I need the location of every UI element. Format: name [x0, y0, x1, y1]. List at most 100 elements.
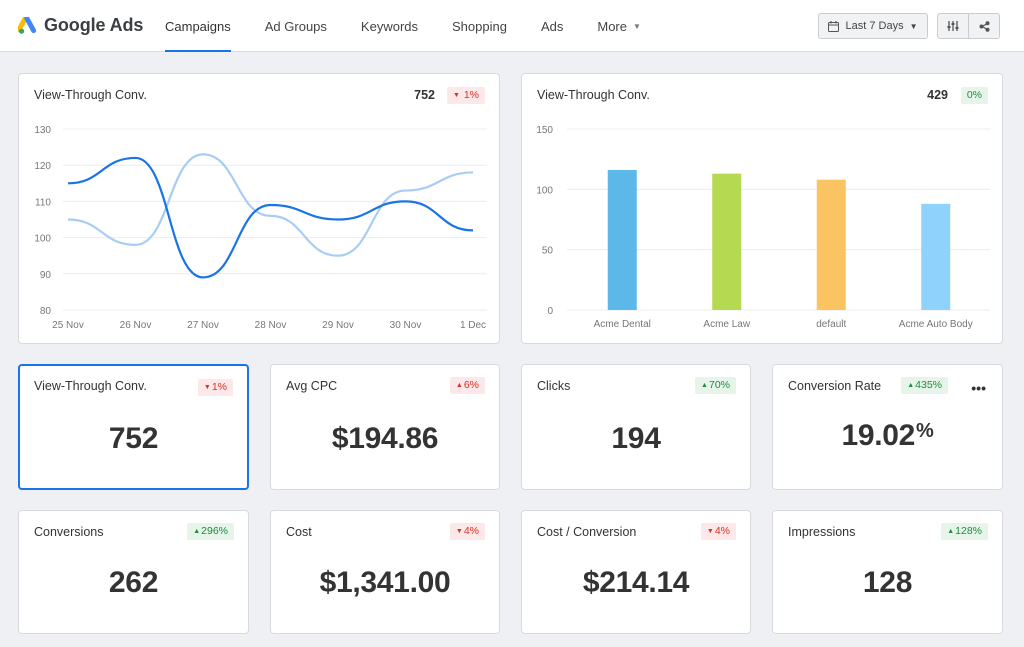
series-line: [67, 156, 474, 279]
metric-title: Cost / Conversion: [537, 525, 637, 539]
x-tick-label: default: [816, 319, 846, 330]
chart-total: 752: [414, 88, 435, 102]
y-tick-label: 150: [536, 125, 553, 136]
card-title: View-Through Conv.: [34, 88, 147, 102]
top-bar: Google Ads Campaigns Ad Groups Keywords …: [0, 0, 1024, 52]
change-badge: ▲6%: [449, 377, 485, 394]
series-line: [67, 153, 474, 257]
x-tick-label: 30 Nov: [390, 320, 422, 331]
nav-tab-ad-groups[interactable]: Ad Groups: [264, 19, 327, 34]
metric-card-conversions[interactable]: Conversions ▲296% 262: [18, 510, 249, 634]
line-chart: 80 90 100 110 120 130 25 Nov 26 Nov 27 Nov 28 Nov…: [34, 125, 487, 331]
y-tick-label: 80: [40, 306, 52, 317]
arrow-down-icon: ▼: [203, 384, 211, 391]
x-tick-label: 25 Nov: [52, 320, 84, 331]
bar-chart-card[interactable]: View-Through Conv. 429 0% 0 50 100 150 Acme …: [521, 73, 1003, 344]
x-tick-label: 27 Nov: [187, 320, 219, 331]
bar: [712, 173, 742, 310]
share-button[interactable]: [968, 13, 1000, 39]
x-tick-label: 26 Nov: [120, 320, 152, 331]
arrow-down-icon: ▼: [706, 528, 714, 535]
y-tick-label: 90: [40, 270, 52, 281]
metric-card-avg-cpc[interactable]: Avg CPC ▲6% $194.86: [270, 364, 500, 490]
line-chart-card[interactable]: View-Through Conv. 752 ▼ 1% 80 90 100 110 12…: [18, 73, 500, 344]
change-badge: ▲128%: [941, 523, 988, 540]
metric-title: Cost: [286, 525, 312, 539]
metric-title: Conversions: [34, 525, 104, 539]
change-badge: ▲70%: [695, 377, 736, 394]
metric-value: 194: [611, 422, 661, 455]
metric-card-cost-per-conversion[interactable]: Cost / Conversion ▼4% $214.14: [521, 510, 751, 634]
x-tick-label: 29 Nov: [322, 320, 354, 331]
more-options-icon[interactable]: •••: [971, 380, 986, 396]
metric-card-conversion-rate[interactable]: Conversion Rate ▲435% ••• 19.02%: [772, 364, 1003, 490]
metric-title: View-Through Conv.: [34, 379, 147, 393]
google-ads-logo[interactable]: Google Ads: [18, 15, 143, 36]
metric-title: Conversion Rate: [788, 379, 882, 393]
metric-value: $1,341.00: [319, 566, 451, 599]
app-name: Google Ads: [44, 15, 144, 35]
filter-button[interactable]: [937, 13, 969, 39]
metric-value: 262: [108, 566, 159, 599]
y-tick-label: 50: [542, 246, 554, 257]
nav-tab-shopping[interactable]: Shopping: [452, 19, 507, 34]
sliders-icon: [947, 21, 959, 31]
nav-tab-ads[interactable]: Ads: [540, 19, 564, 34]
main-nav: Campaigns Ad Groups Keywords Shopping Ad…: [148, 0, 658, 52]
x-tick-label: Acme Dental: [594, 319, 651, 330]
arrow-down-icon: ▼: [455, 528, 463, 535]
metric-title: Avg CPC: [286, 379, 338, 393]
percent-suffix: %: [916, 420, 934, 442]
arrow-up-icon: ▲: [947, 528, 955, 535]
arrow-down-icon: ▼: [452, 92, 460, 99]
x-tick-label: 28 Nov: [255, 320, 287, 331]
bar-chart: 0 50 100 150 Acme Dental Acme Law default Acme …: [536, 125, 990, 330]
metric-value: 752: [108, 422, 159, 455]
change-badge: ▼4%: [449, 523, 485, 540]
y-tick-label: 130: [34, 125, 51, 136]
metric-title: Impressions: [788, 525, 856, 539]
nav-tab-keywords[interactable]: Keywords: [360, 19, 418, 34]
chevron-down-icon: ▼: [909, 21, 918, 31]
calendar-icon: [828, 20, 840, 32]
change-badge: 0%: [960, 87, 988, 104]
y-tick-label: 0: [547, 306, 553, 317]
change-badge: ▼1%: [197, 379, 233, 396]
bar: [816, 179, 846, 310]
arrow-up-icon: ▲: [193, 528, 201, 535]
arrow-up-icon: ▲: [907, 382, 915, 389]
arrow-up-icon: ▲: [455, 382, 463, 389]
metric-value: $194.86: [331, 422, 439, 455]
nav-tab-more[interactable]: More ▼: [597, 19, 641, 34]
chevron-down-icon: ▼: [632, 22, 641, 31]
card-title: View-Through Conv.: [537, 88, 650, 102]
google-ads-logo-icon: [18, 16, 37, 34]
metric-title: Clicks: [537, 379, 571, 393]
metric-card-view-through-conv[interactable]: View-Through Conv. ▼1% 752: [18, 364, 249, 490]
y-tick-label: 100: [34, 234, 51, 245]
arrow-up-icon: ▲: [701, 382, 708, 389]
metric-value: 128: [862, 566, 913, 599]
x-tick-label: 1 Dec: [460, 320, 486, 331]
bar: [607, 170, 637, 310]
change-badge: ▼4%: [700, 523, 736, 540]
date-range-button[interactable]: Last 7 Days ▼: [818, 13, 928, 39]
metric-value: 19.02%: [841, 419, 934, 452]
metric-value: $214.14: [582, 566, 690, 599]
change-badge: ▲435%: [901, 377, 948, 394]
change-badge: ▲296%: [187, 523, 234, 540]
y-tick-label: 120: [34, 161, 51, 172]
nav-tab-campaigns[interactable]: Campaigns: [148, 0, 248, 52]
metric-card-cost[interactable]: Cost ▼4% $1,341.00: [270, 510, 500, 634]
bar: [921, 203, 951, 310]
x-tick-label: Acme Auto Body: [899, 319, 973, 330]
chart-total: 429: [927, 88, 948, 102]
metric-card-clicks[interactable]: Clicks ▲70% 194: [521, 364, 751, 490]
share-icon: [979, 20, 989, 32]
date-range-label: Last 7 Days: [845, 20, 904, 32]
y-tick-label: 110: [35, 197, 51, 208]
y-tick-label: 100: [536, 185, 553, 196]
change-badge: ▼ 1%: [446, 87, 485, 104]
x-tick-label: Acme Law: [703, 319, 750, 330]
metric-card-impressions[interactable]: Impressions ▲128% 128: [772, 510, 1003, 634]
